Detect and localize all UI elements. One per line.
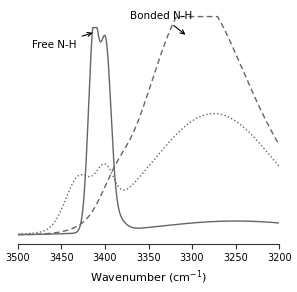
Text: Free N-H: Free N-H (32, 32, 91, 50)
X-axis label: Wavenumber (cm$^{-1}$): Wavenumber (cm$^{-1}$) (90, 269, 207, 286)
Text: Bonded N-H: Bonded N-H (130, 11, 193, 34)
